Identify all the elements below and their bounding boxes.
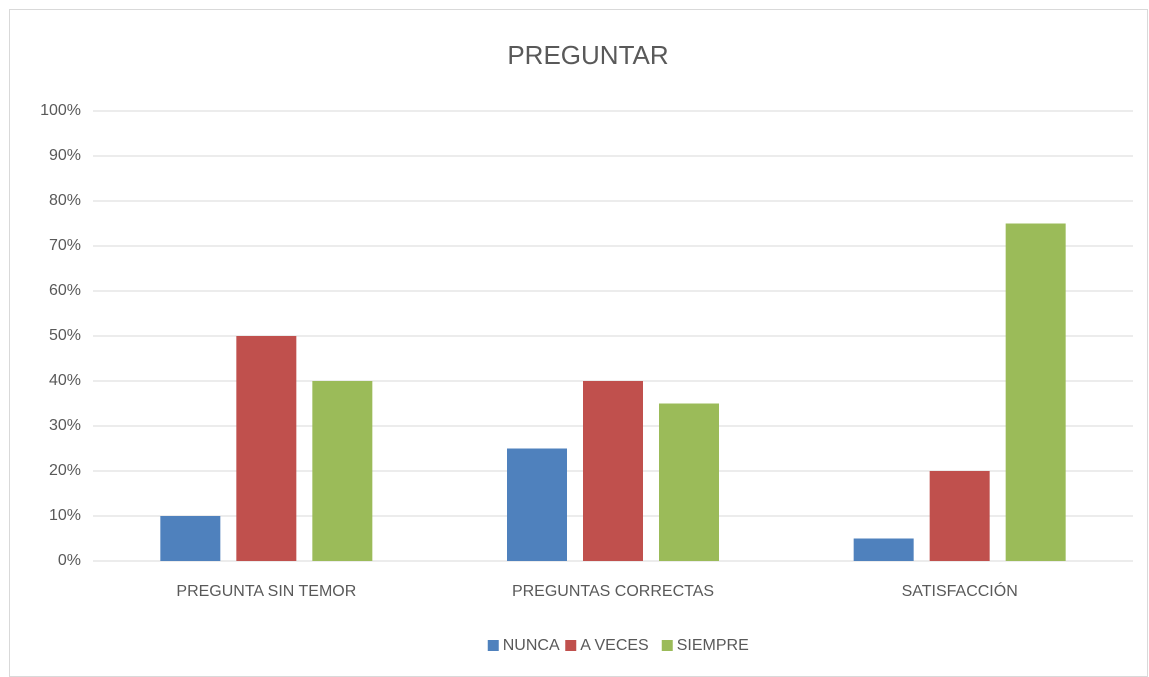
legend-label: SIEMPRE bbox=[677, 637, 749, 654]
x-tick-label: PREGUNTA SIN TEMOR bbox=[176, 583, 356, 600]
bar bbox=[312, 381, 373, 561]
y-tick-label: 40% bbox=[49, 372, 81, 389]
bar bbox=[929, 471, 990, 561]
legend-swatch bbox=[565, 640, 577, 651]
chart-border bbox=[9, 9, 1148, 677]
legend-swatch bbox=[487, 640, 499, 651]
bar bbox=[507, 448, 567, 561]
y-tick-label: 50% bbox=[49, 327, 81, 344]
bar bbox=[236, 336, 297, 561]
chart-title: PREGUNTAR bbox=[507, 40, 668, 70]
y-tick-label: 60% bbox=[49, 282, 81, 299]
bar bbox=[853, 538, 914, 561]
y-tick-label: 0% bbox=[58, 552, 81, 569]
x-tick-label: PREGUNTAS CORRECTAS bbox=[512, 583, 714, 600]
bar bbox=[583, 381, 643, 561]
bar bbox=[659, 403, 719, 561]
y-tick-label: 10% bbox=[49, 507, 81, 524]
bar bbox=[1005, 223, 1066, 561]
y-tick-label: 30% bbox=[49, 417, 81, 434]
y-tick-label: 80% bbox=[49, 192, 81, 209]
legend-swatch bbox=[661, 640, 673, 651]
y-tick-label: 90% bbox=[49, 147, 81, 164]
x-tick-label: SATISFACCIÓN bbox=[902, 581, 1018, 600]
y-tick-label: 20% bbox=[49, 462, 81, 479]
bar bbox=[160, 516, 221, 561]
y-tick-label: 100% bbox=[40, 102, 81, 119]
legend-label: A VECES bbox=[580, 637, 648, 654]
legend-label: NUNCA bbox=[503, 637, 560, 654]
y-tick-label: 70% bbox=[49, 237, 81, 254]
